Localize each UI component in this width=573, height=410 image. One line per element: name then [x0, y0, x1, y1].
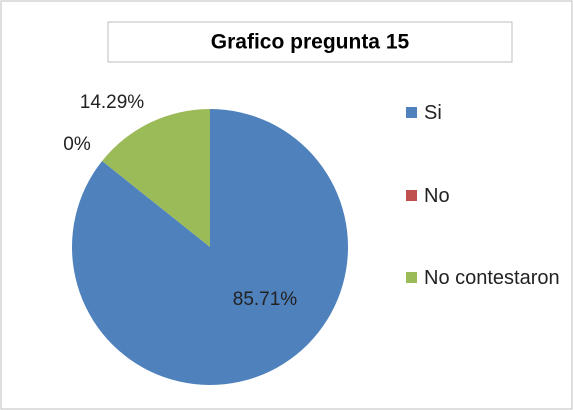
- legend-item: No: [406, 183, 564, 209]
- chart-title: Grafico pregunta 15: [211, 31, 410, 54]
- data-label: 85.71%: [233, 289, 298, 310]
- pie-slice: [102, 160, 210, 247]
- legend-label: Si: [424, 102, 442, 124]
- data-label: 0%: [63, 134, 91, 155]
- title-box: [107, 21, 513, 63]
- legend-swatch: [406, 272, 417, 283]
- legend-swatch: [406, 190, 417, 201]
- data-label: 14.29%: [80, 92, 145, 113]
- legend-item: Si: [406, 100, 564, 126]
- pie-slice: [102, 108, 210, 247]
- legend-item: No contestaron: [406, 265, 564, 291]
- legend-swatch: [406, 107, 417, 118]
- legend-label: No contestaron: [424, 267, 560, 289]
- legend-label: No: [424, 185, 450, 207]
